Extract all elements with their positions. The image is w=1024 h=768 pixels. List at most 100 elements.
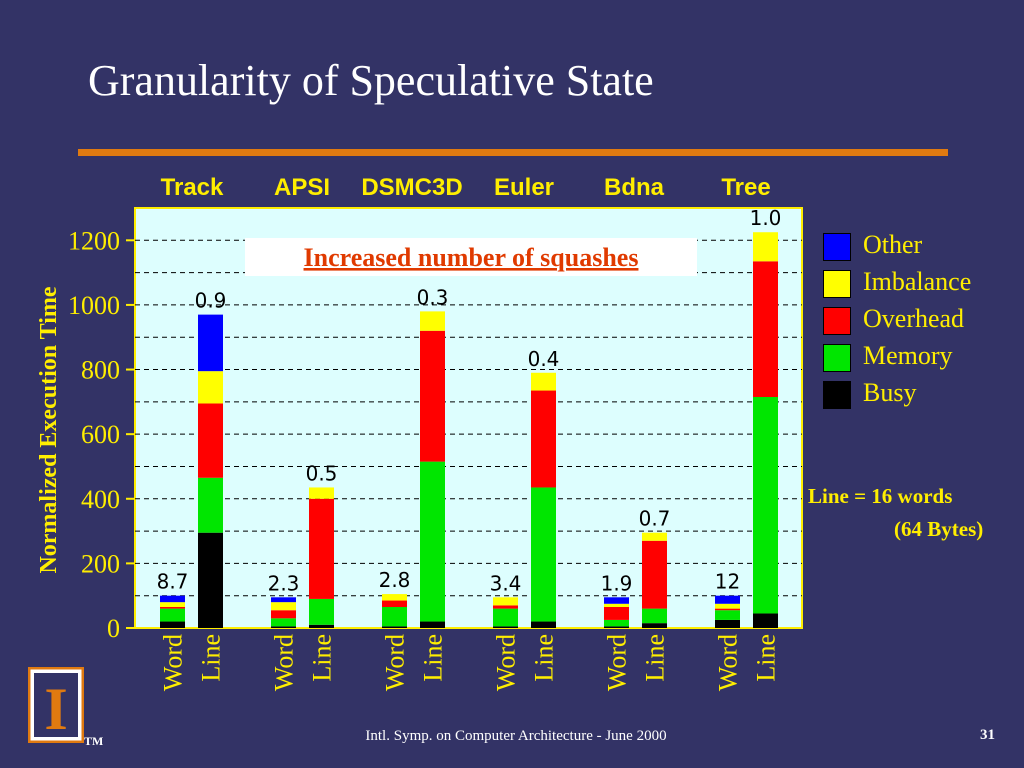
bar-segment-overhead-8 xyxy=(604,607,629,620)
bar-segment-memory-11 xyxy=(753,397,778,614)
legend-label-memory: Memory xyxy=(863,341,953,370)
bar-segment-overhead-11 xyxy=(753,261,778,397)
bar-value-label-3: 0.5 xyxy=(306,461,338,485)
bar-segment-imbalance-2 xyxy=(271,602,296,611)
x-label-line-3: Line xyxy=(308,634,337,682)
group-labels: Track APSI DSMC3D Euler Bdna Tree xyxy=(161,174,771,201)
bar-segment-imbalance-9 xyxy=(642,532,667,541)
annotation-text: Increased number of squashes xyxy=(304,243,639,272)
x-label-line-11: Line xyxy=(752,634,781,682)
bar-segment-busy-2 xyxy=(271,626,296,628)
bar-value-label-11: 1.0 xyxy=(750,206,782,230)
bar-value-label-4: 2.8 xyxy=(379,568,411,592)
gridlines xyxy=(135,239,802,597)
x-label-word-8: Word xyxy=(603,634,632,691)
line-size-note: Line = 16 words (64 Bytes) xyxy=(808,480,983,546)
bar-value-label-1: 0.9 xyxy=(195,289,227,313)
group-label-dsmc3d: DSMC3D xyxy=(361,174,462,201)
bar-segment-busy-8 xyxy=(604,626,629,628)
y-tick-label-400: 400 xyxy=(81,485,120,514)
bar-value-label-2: 2.3 xyxy=(268,571,300,595)
legend-label-overhead: Overhead xyxy=(863,304,965,333)
y-axis-label: Normalized Execution Time xyxy=(36,286,62,573)
bar-segment-memory-10 xyxy=(715,610,740,620)
bar-segment-overhead-7 xyxy=(531,390,556,488)
bar-segment-overhead-10 xyxy=(715,608,740,611)
title-underline-rule xyxy=(78,149,948,156)
bar-segment-memory-0 xyxy=(160,608,185,622)
bar-segment-memory-1 xyxy=(198,477,223,533)
footer-text: Intl. Symp. on Computer Architecture - J… xyxy=(365,728,667,744)
bar-segment-busy-10 xyxy=(715,619,740,628)
bar-value-label-0: 8.7 xyxy=(157,570,189,594)
bar-segment-imbalance-3 xyxy=(309,487,334,499)
bar-segment-overhead-1 xyxy=(198,403,223,478)
bar-segment-busy-1 xyxy=(198,532,223,628)
bar-segment-imbalance-5 xyxy=(420,311,445,331)
bar-segment-overhead-0 xyxy=(160,607,185,609)
bar-segment-other-0 xyxy=(160,595,185,603)
x-label-word-0: Word xyxy=(159,634,188,691)
y-tick-label-1000: 1000 xyxy=(68,291,120,320)
x-label-word-10: Word xyxy=(714,634,743,691)
bar-value-label-9: 0.7 xyxy=(639,507,671,531)
bar-segment-busy-9 xyxy=(642,623,667,628)
trademark-mark: TM xyxy=(84,734,104,748)
bar-segment-overhead-5 xyxy=(420,330,445,462)
bar-segment-imbalance-8 xyxy=(604,603,629,607)
bar-segment-busy-3 xyxy=(309,624,334,628)
x-axis-labels: Word Line Word Line Word Line Word Line Word Line… xyxy=(159,634,781,691)
group-label-track: Track xyxy=(161,174,224,201)
bar-value-label-6: 3.4 xyxy=(490,571,522,595)
bar-value-label-5: 0.3 xyxy=(417,285,449,309)
bar-segment-imbalance-4 xyxy=(382,594,407,601)
bar-segment-imbalance-6 xyxy=(493,597,518,606)
bar-segment-overhead-9 xyxy=(642,540,667,609)
y-tick-label-200: 200 xyxy=(81,549,120,578)
bar-value-label-7: 0.4 xyxy=(528,347,560,371)
x-label-line-5: Line xyxy=(419,634,448,682)
page-number: 31 xyxy=(980,727,995,743)
bar-segment-imbalance-1 xyxy=(198,371,223,404)
university-logo: I xyxy=(28,667,84,743)
bar-segment-busy-5 xyxy=(420,621,445,628)
x-label-word-6: Word xyxy=(492,634,521,691)
bar-segment-memory-5 xyxy=(420,461,445,622)
bar-segment-busy-6 xyxy=(493,626,518,628)
y-tick-label-1200: 1200 xyxy=(68,226,120,255)
x-label-line-1: Line xyxy=(197,634,226,682)
bar-segment-overhead-4 xyxy=(382,600,407,607)
group-label-euler: Euler xyxy=(494,174,554,201)
x-label-word-4: Word xyxy=(381,634,410,691)
bar-segment-overhead-2 xyxy=(271,610,296,619)
bars: 8.7 0.9 2.3 0.5 2.8 0.3 3.4 0.4 1.9 0.7 12 1.0 xyxy=(157,206,782,628)
bar-segment-other-1 xyxy=(198,314,223,372)
bar-segment-imbalance-7 xyxy=(531,372,556,391)
legend-label-other: Other xyxy=(863,230,923,259)
y-tick-label-0: 0 xyxy=(107,614,120,643)
svg-text:I: I xyxy=(44,676,67,742)
bar-segment-memory-2 xyxy=(271,618,296,627)
bar-segment-overhead-6 xyxy=(493,605,518,609)
bar-segment-memory-8 xyxy=(604,619,629,627)
bar-segment-other-8 xyxy=(604,597,629,604)
bar-segment-busy-11 xyxy=(753,613,778,628)
bar-segment-overhead-3 xyxy=(309,498,334,599)
x-label-line-9: Line xyxy=(641,634,670,682)
legend-swatch-imbalance xyxy=(823,270,851,298)
plot-area xyxy=(134,207,803,629)
legend-swatch-other xyxy=(823,233,851,261)
x-label-line-7: Line xyxy=(530,634,559,682)
group-label-apsi: APSI xyxy=(274,174,330,201)
bar-value-label-8: 1.9 xyxy=(601,571,633,595)
x-label-word-2: Word xyxy=(270,634,299,691)
group-label-tree: Tree xyxy=(721,174,770,201)
bar-segment-memory-9 xyxy=(642,608,667,624)
bar-segment-imbalance-10 xyxy=(715,603,740,609)
legend-swatch-overhead xyxy=(823,307,851,335)
bar-segment-memory-7 xyxy=(531,487,556,622)
bar-segment-busy-0 xyxy=(160,621,185,628)
group-label-bdna: Bdna xyxy=(604,174,665,201)
note-line-1: Line = 16 words xyxy=(808,484,953,508)
